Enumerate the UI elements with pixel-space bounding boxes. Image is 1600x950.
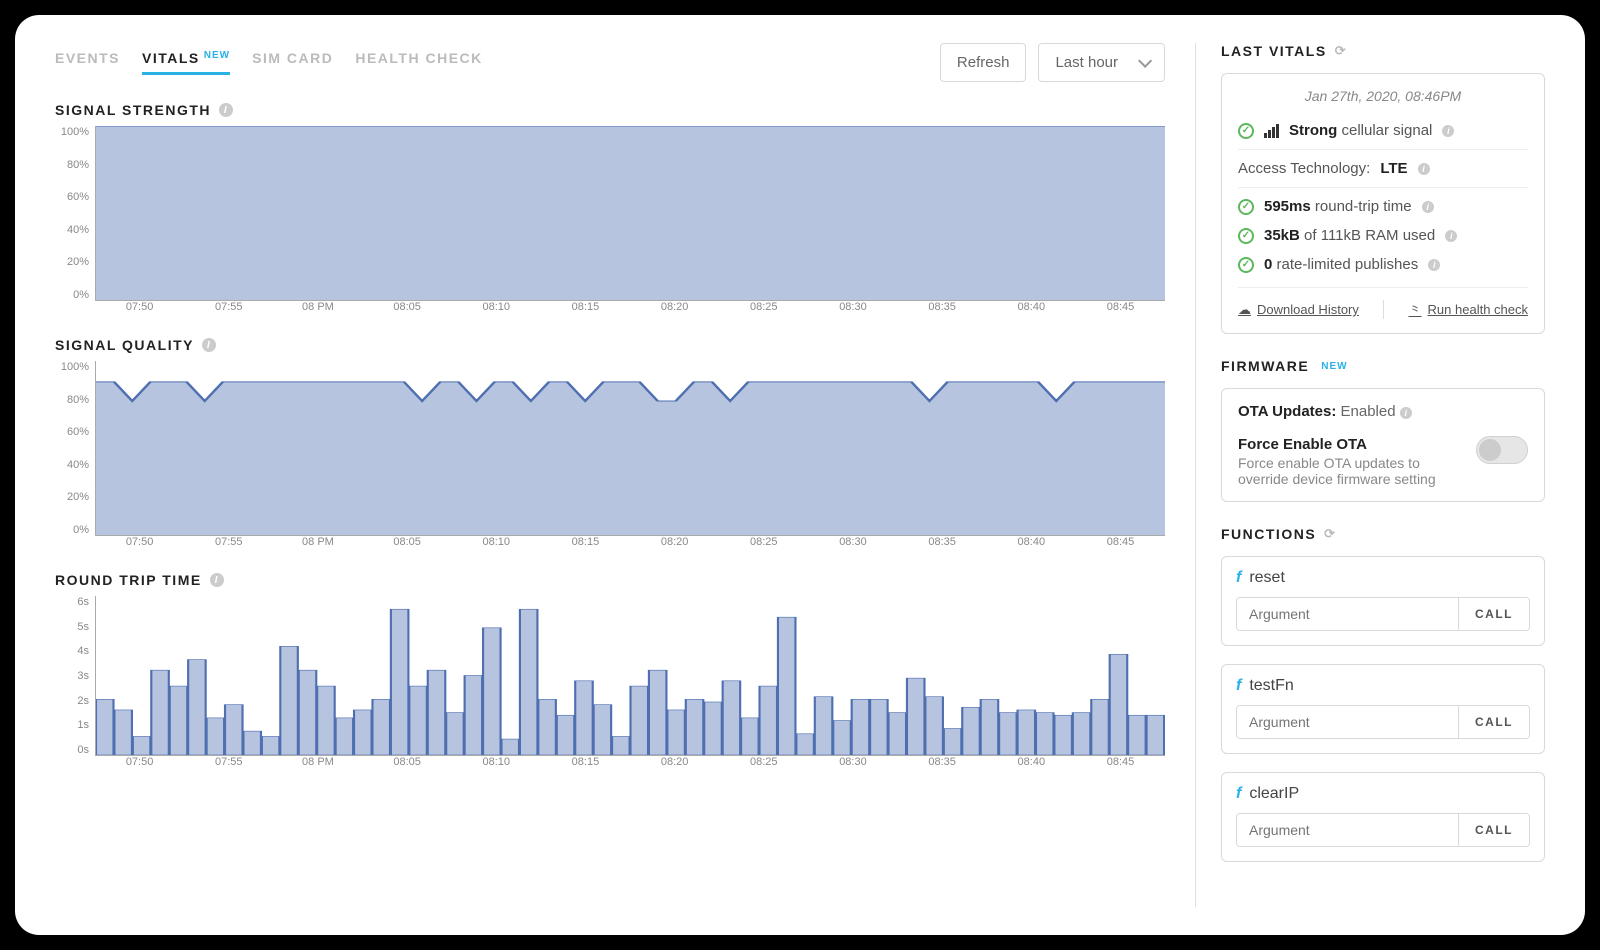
force-ota-row: Force Enable OTA Force enable OTA update… — [1238, 436, 1528, 487]
run-health-check-link[interactable]: ⺀Run health check — [1409, 300, 1528, 319]
check-icon: ✓ — [1238, 123, 1254, 139]
function-icon: f — [1236, 569, 1241, 586]
functions-title: FUNCTIONS ⟳ — [1221, 526, 1545, 542]
tab-health-check[interactable]: HEALTH CHECK — [355, 50, 482, 75]
controls: Refresh Last hour — [940, 43, 1165, 82]
app-window: EVENTS VITALSNEW SIM CARD HEALTH CHECK Refr… — [15, 15, 1585, 935]
tab-events[interactable]: EVENTS — [55, 50, 120, 75]
check-icon: ✓ — [1238, 257, 1254, 273]
info-icon[interactable]: i — [1400, 407, 1412, 419]
info-icon[interactable]: i — [1428, 259, 1440, 271]
function-call-button[interactable]: CALL — [1458, 814, 1529, 846]
last-vitals-card: Jan 27th, 2020, 08:46PM ✓ Strong cellula… — [1221, 73, 1545, 334]
vital-rtt: ✓ 595ms round-trip time i — [1238, 187, 1528, 221]
timerange-value: Last hour — [1055, 54, 1118, 71]
vitals-links: ☁Download History ⺀Run health check — [1238, 287, 1528, 319]
function-icon: f — [1236, 785, 1241, 802]
chart-signal-quality: SIGNAL QUALITYi100%80%60%40%20%0%07:5007… — [55, 337, 1165, 548]
force-ota-toggle[interactable] — [1476, 436, 1528, 464]
function-argument-input[interactable] — [1237, 814, 1458, 846]
function-name: fclearIP — [1236, 785, 1530, 803]
ota-status: OTA Updates: Enabled i — [1238, 403, 1528, 420]
download-history-link[interactable]: ☁Download History — [1238, 300, 1359, 319]
info-icon[interactable]: i — [202, 338, 216, 352]
vitals-timestamp: Jan 27th, 2020, 08:46PM — [1238, 88, 1528, 104]
function-input-row: CALL — [1236, 813, 1530, 847]
main-panel: EVENTS VITALSNEW SIM CARD HEALTH CHECK Refr… — [55, 43, 1165, 907]
tab-vitals[interactable]: VITALSNEW — [142, 50, 230, 75]
tab-sim-card[interactable]: SIM CARD — [252, 50, 333, 75]
force-ota-desc: Force enable OTA updates to override dev… — [1238, 455, 1436, 487]
check-icon: ✓ — [1238, 228, 1254, 244]
chart-round-trip-time: ROUND TRIP TIMEi6s5s4s3s2s1s0s07:5007:55… — [55, 572, 1165, 768]
vital-access-tech: Access Technology: LTE i — [1238, 149, 1528, 183]
function-input-row: CALL — [1236, 705, 1530, 739]
info-icon[interactable]: i — [1418, 163, 1430, 175]
reload-icon[interactable]: ⟳ — [1335, 43, 1347, 59]
pulse-icon: ⺀ — [1409, 300, 1422, 319]
function-call-button[interactable]: CALL — [1458, 598, 1529, 630]
new-badge: NEW — [204, 50, 230, 61]
charts-container: SIGNAL STRENGTHi100%80%60%40%20%0%07:500… — [55, 102, 1165, 768]
check-icon: ✓ — [1238, 199, 1254, 215]
new-badge: NEW — [1321, 361, 1347, 372]
vital-ram: ✓ 35kB of 111kB RAM used i — [1238, 221, 1528, 250]
force-ota-title: Force Enable OTA — [1238, 436, 1460, 453]
function-name: ftestFn — [1236, 677, 1530, 695]
chart-title: ROUND TRIP TIMEi — [55, 572, 1165, 588]
function-card-testFn: ftestFn CALL — [1221, 664, 1545, 754]
info-icon[interactable]: i — [1445, 230, 1457, 242]
cloud-icon: ☁ — [1238, 302, 1251, 318]
function-argument-input[interactable] — [1237, 706, 1458, 738]
function-icon: f — [1236, 677, 1241, 694]
chart-title: SIGNAL QUALITYi — [55, 337, 1165, 353]
vital-ratelimit: ✓ 0 rate-limited publishes i — [1238, 250, 1528, 279]
signal-bars-icon — [1264, 124, 1279, 138]
chart-signal-strength: SIGNAL STRENGTHi100%80%60%40%20%0%07:500… — [55, 102, 1165, 313]
functions-container: freset CALL ftestFn CALL fclearIP CALL — [1221, 556, 1545, 862]
reload-icon[interactable]: ⟳ — [1324, 526, 1336, 542]
firmware-card: OTA Updates: Enabled i Force Enable OTA … — [1221, 388, 1545, 502]
timerange-select[interactable]: Last hour — [1038, 43, 1165, 82]
tabs: EVENTS VITALSNEW SIM CARD HEALTH CHECK — [55, 50, 483, 75]
info-icon[interactable]: i — [1442, 125, 1454, 137]
tabs-row: EVENTS VITALSNEW SIM CARD HEALTH CHECK Refr… — [55, 43, 1165, 82]
info-icon[interactable]: i — [210, 573, 224, 587]
last-vitals-title: LAST VITALS ⟳ — [1221, 43, 1545, 59]
chart-title: SIGNAL STRENGTHi — [55, 102, 1165, 118]
info-icon[interactable]: i — [219, 103, 233, 117]
function-input-row: CALL — [1236, 597, 1530, 631]
function-card-reset: freset CALL — [1221, 556, 1545, 646]
function-argument-input[interactable] — [1237, 598, 1458, 630]
chevron-down-icon — [1138, 53, 1152, 67]
function-name: freset — [1236, 569, 1530, 587]
function-call-button[interactable]: CALL — [1458, 706, 1529, 738]
vital-signal: ✓ Strong cellular signal i — [1238, 116, 1528, 145]
firmware-title: FIRMWARE NEW — [1221, 358, 1545, 374]
info-icon[interactable]: i — [1422, 201, 1434, 213]
function-card-clearIP: fclearIP CALL — [1221, 772, 1545, 862]
refresh-button[interactable]: Refresh — [940, 43, 1027, 82]
sidebar: LAST VITALS ⟳ Jan 27th, 2020, 08:46PM ✓ … — [1195, 43, 1545, 907]
